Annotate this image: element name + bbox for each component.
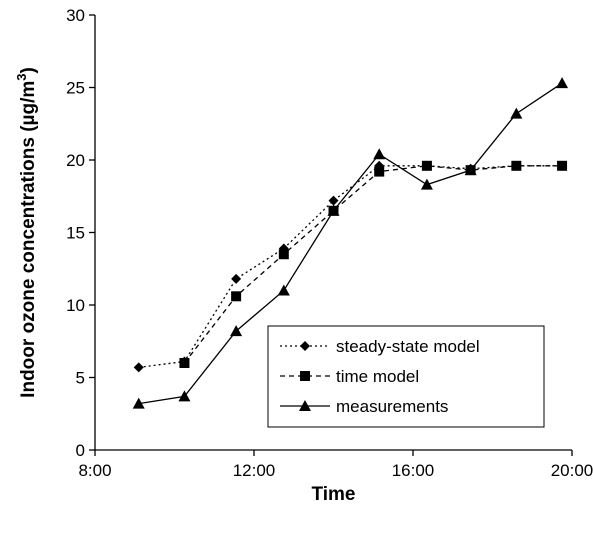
data-point-diamond xyxy=(300,341,310,351)
y-axis-title-superscript: 3 xyxy=(14,74,29,81)
data-point-triangle xyxy=(132,397,145,409)
x-tick-label: 12:00 xyxy=(233,461,276,480)
data-point-square xyxy=(511,160,522,171)
data-point-triangle xyxy=(327,204,340,216)
legend-item: time model xyxy=(280,367,419,386)
data-point-diamond xyxy=(231,273,242,284)
data-point-triangle xyxy=(373,148,386,160)
y-tick-label: 0 xyxy=(76,441,85,460)
x-axis-title: Time xyxy=(311,484,355,505)
y-tick-label: 25 xyxy=(66,79,85,98)
y-axis-title-main: Indoor ozone concentrations (µg/m xyxy=(18,81,39,398)
legend: steady-state model time model measurements xyxy=(267,325,545,428)
data-point-diamond xyxy=(328,195,339,206)
y-tick-label: 20 xyxy=(66,151,85,170)
y-tick-label: 15 xyxy=(66,224,85,243)
data-point-square xyxy=(300,371,310,381)
data-point-triangle xyxy=(556,77,569,89)
series-layer xyxy=(132,77,569,409)
legend-label: time model xyxy=(336,367,419,386)
legend-label: measurements xyxy=(336,397,448,416)
data-point-triangle xyxy=(230,325,243,337)
series-line xyxy=(138,165,563,368)
x-tick-label: 20:00 xyxy=(551,461,593,480)
data-point-square xyxy=(179,358,190,368)
x-tick-label: 8:00 xyxy=(78,461,111,480)
legend-item: steady-state model xyxy=(280,337,480,356)
data-point-triangle xyxy=(510,107,523,119)
data-point-square xyxy=(374,166,385,177)
data-point-triangle xyxy=(178,390,191,402)
data-point-triangle xyxy=(299,400,311,411)
legend-item: measurements xyxy=(280,397,448,416)
series-measurements xyxy=(132,77,569,409)
legend-box xyxy=(267,325,545,428)
series-line xyxy=(138,82,563,405)
y-axis: 0 5 10 15 20 25 30 xyxy=(66,6,95,460)
y-tick-label: 30 xyxy=(66,6,85,25)
data-point-square xyxy=(231,291,242,302)
data-point-triangle xyxy=(464,164,477,176)
data-point-diamond xyxy=(133,362,144,373)
y-tick-label: 5 xyxy=(76,369,85,388)
data-point-square xyxy=(278,249,289,260)
y-axis-title: Indoor ozone concentrations (µg/m3) xyxy=(14,67,39,398)
data-point-square xyxy=(557,160,568,171)
x-tick-label: 16:00 xyxy=(392,461,435,480)
x-axis: 8:00 12:00 16:00 20:00 xyxy=(78,450,593,480)
legend-label: steady-state model xyxy=(336,337,480,356)
data-point-square xyxy=(421,160,432,171)
data-point-triangle xyxy=(420,178,433,190)
y-tick-label: 10 xyxy=(66,296,85,315)
data-point-triangle xyxy=(277,284,290,296)
y-axis-title-close: ) xyxy=(18,67,39,73)
